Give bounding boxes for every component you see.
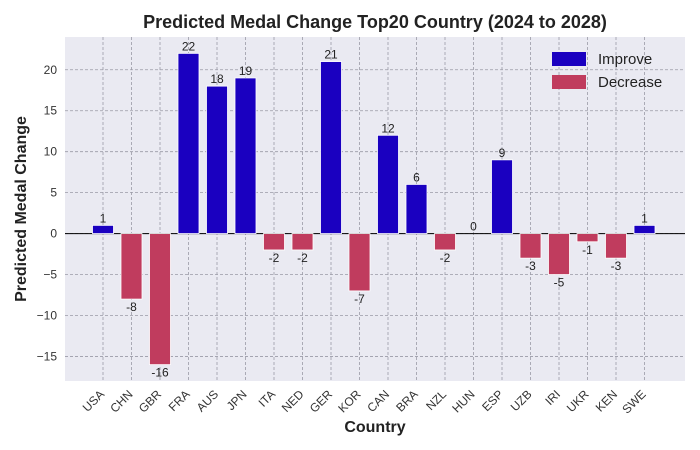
x-ticks: USA CHN GBR FRA AUS JPN ITA NED GER KOR CAN BRA NZL H… bbox=[80, 387, 649, 416]
legend-label-decrease: Decrease bbox=[598, 74, 662, 91]
bar-ita bbox=[263, 233, 285, 251]
bar-gbr bbox=[149, 233, 171, 366]
x-tick-label: FRA bbox=[166, 387, 193, 414]
data-label-ken: -3 bbox=[611, 259, 622, 273]
y-tick-label: 20 bbox=[44, 63, 58, 77]
x-tick-label: HUN bbox=[449, 387, 477, 415]
x-tick-label: UZB bbox=[508, 387, 535, 414]
x-tick-label: KOR bbox=[335, 387, 364, 416]
x-tick-label: NZL bbox=[423, 387, 449, 413]
bar-esp bbox=[491, 159, 513, 234]
bar-chn bbox=[120, 233, 143, 300]
bar-aus bbox=[206, 85, 228, 234]
x-tick-label: GBR bbox=[136, 387, 165, 416]
legend: Improve Decrease bbox=[552, 51, 662, 91]
x-tick-label: GER bbox=[307, 387, 336, 416]
x-tick-label: NED bbox=[279, 387, 307, 415]
legend-swatch-decrease bbox=[552, 75, 586, 89]
x-tick-label: ESP bbox=[479, 387, 506, 414]
x-tick-label: AUS bbox=[194, 387, 221, 414]
data-label-fra: 22 bbox=[182, 39, 196, 53]
bars bbox=[92, 52, 656, 366]
bar-ger bbox=[320, 61, 342, 234]
bar-swe bbox=[633, 224, 656, 234]
data-labels: 1 -8 -16 22 18 19 -2 -2 21 -7 12 6 -2 0 9 -3 -5 -1 -3 1 bbox=[100, 39, 649, 379]
data-label-can: 12 bbox=[381, 121, 395, 135]
data-label-swe: 1 bbox=[641, 211, 648, 225]
bar-ukr bbox=[576, 233, 599, 243]
x-tick-label: IRI bbox=[542, 387, 563, 408]
data-label-ned: -2 bbox=[297, 251, 308, 265]
bar-nzl bbox=[434, 233, 456, 251]
chart-title: Predicted Medal Change Top20 Country (20… bbox=[143, 12, 607, 32]
bar-ned bbox=[291, 233, 314, 251]
data-label-uzb: -3 bbox=[525, 259, 536, 273]
data-label-kor: -7 bbox=[354, 292, 365, 306]
legend-label-improve: Improve bbox=[598, 51, 652, 68]
data-label-jpn: 19 bbox=[239, 64, 253, 78]
data-label-usa: 1 bbox=[100, 211, 107, 225]
data-label-bra: 6 bbox=[413, 170, 420, 184]
x-tick-label: SWE bbox=[619, 387, 648, 416]
y-tick-label: 0 bbox=[50, 227, 57, 241]
bar-usa bbox=[92, 224, 114, 234]
bar-jpn bbox=[234, 77, 257, 234]
data-label-ita: -2 bbox=[269, 251, 280, 265]
x-tick-label: BRA bbox=[393, 387, 420, 414]
data-label-ukr: -1 bbox=[582, 243, 593, 257]
y-tick-label: −10 bbox=[37, 308, 58, 322]
legend-swatch-improve bbox=[552, 52, 586, 66]
data-label-nzl: -2 bbox=[440, 251, 451, 265]
data-label-chn: -8 bbox=[126, 300, 137, 314]
x-tick-label: CHN bbox=[107, 387, 135, 415]
x-axis-label: Country bbox=[344, 419, 405, 436]
bar-can bbox=[377, 134, 399, 234]
data-label-ger: 21 bbox=[324, 48, 338, 62]
bar-bra bbox=[405, 184, 428, 234]
y-tick-label: 5 bbox=[50, 186, 57, 200]
y-tick-label: 15 bbox=[44, 104, 58, 118]
x-tick-label: CAN bbox=[364, 387, 392, 415]
data-label-iri: -5 bbox=[554, 276, 565, 290]
x-tick-label: UKR bbox=[564, 387, 592, 415]
y-tick-label: −15 bbox=[37, 349, 58, 363]
y-tick-label: 10 bbox=[44, 145, 58, 159]
x-tick-label: KEN bbox=[593, 387, 620, 414]
bar-iri bbox=[548, 233, 570, 275]
data-label-aus: 18 bbox=[210, 72, 224, 86]
data-label-hun: 0 bbox=[470, 220, 477, 234]
y-axis-label: Predicted Medal Change bbox=[13, 116, 30, 302]
y-tick-label: −5 bbox=[43, 268, 57, 282]
bar-ken bbox=[605, 233, 627, 259]
x-tick-label: USA bbox=[80, 387, 107, 414]
x-tick-label: JPN bbox=[224, 387, 250, 413]
x-tick-label: ITA bbox=[256, 387, 278, 409]
y-ticks: −15 −10 −5 0 5 10 15 20 bbox=[37, 63, 58, 364]
bar-kor bbox=[348, 233, 371, 292]
data-label-gbr: -16 bbox=[151, 366, 169, 380]
bar-fra bbox=[177, 52, 200, 234]
bar-uzb bbox=[519, 233, 542, 259]
data-label-esp: 9 bbox=[499, 146, 506, 160]
